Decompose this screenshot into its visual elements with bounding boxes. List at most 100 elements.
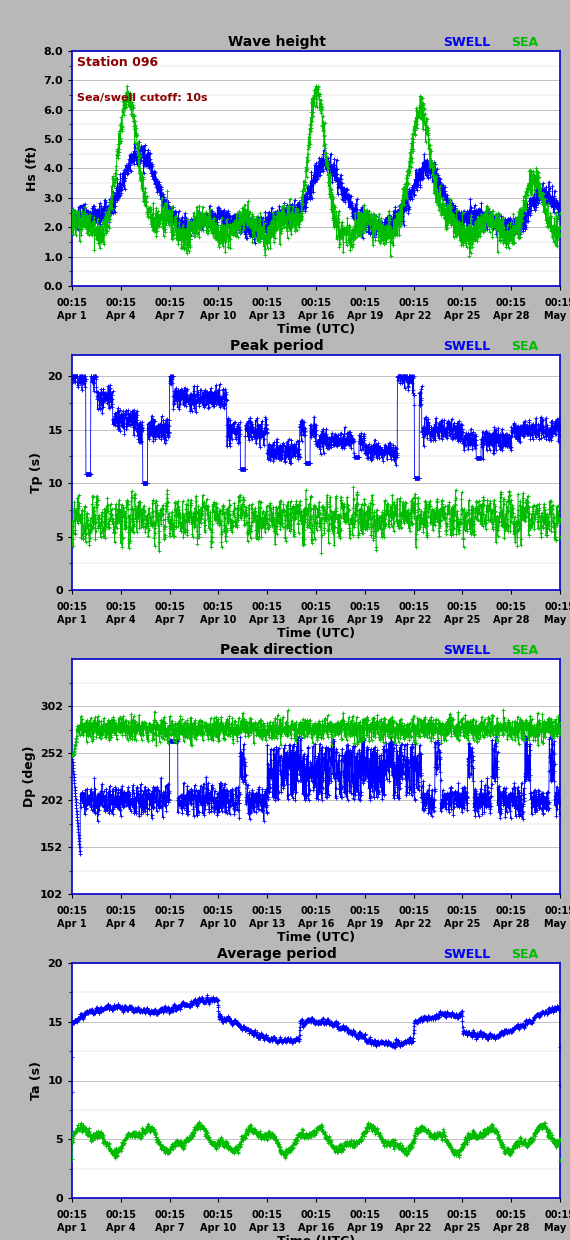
Text: Apr 28: Apr 28: [493, 311, 530, 321]
Y-axis label: Tp (s): Tp (s): [30, 453, 43, 494]
Text: 00:15: 00:15: [544, 905, 570, 916]
Text: 00:15: 00:15: [252, 298, 283, 308]
Text: May 1: May 1: [544, 615, 570, 625]
Text: Apr 13: Apr 13: [249, 1223, 286, 1234]
Text: 00:15: 00:15: [544, 601, 570, 611]
Y-axis label: Hs (ft): Hs (ft): [26, 146, 39, 191]
Text: Apr 16: Apr 16: [298, 311, 334, 321]
Text: Apr 4: Apr 4: [106, 615, 136, 625]
Text: Apr 10: Apr 10: [200, 919, 237, 929]
Text: Apr 19: Apr 19: [347, 311, 383, 321]
Text: 00:15: 00:15: [447, 905, 478, 916]
Text: 00:15: 00:15: [447, 601, 478, 611]
Text: 00:15: 00:15: [56, 298, 88, 308]
Text: 00:15: 00:15: [544, 298, 570, 308]
Text: Apr 13: Apr 13: [249, 311, 286, 321]
Text: 00:15: 00:15: [203, 1210, 234, 1220]
Text: Apr 22: Apr 22: [396, 615, 432, 625]
Text: 00:15: 00:15: [203, 601, 234, 611]
Text: Time (UTC): Time (UTC): [277, 1235, 355, 1240]
Text: Average period: Average period: [217, 947, 337, 961]
Text: 00:15: 00:15: [447, 1210, 478, 1220]
Text: Apr 7: Apr 7: [155, 615, 185, 625]
Text: May 1: May 1: [544, 1223, 570, 1234]
Text: 00:15: 00:15: [398, 298, 429, 308]
Text: 00:15: 00:15: [300, 298, 332, 308]
Text: 00:15: 00:15: [105, 905, 136, 916]
Text: Apr 28: Apr 28: [493, 1223, 530, 1234]
Text: SWELL: SWELL: [443, 644, 490, 657]
Text: SEA: SEA: [511, 340, 538, 352]
Text: Apr 16: Apr 16: [298, 1223, 334, 1234]
Text: 00:15: 00:15: [300, 601, 332, 611]
Text: 00:15: 00:15: [56, 601, 88, 611]
Text: 00:15: 00:15: [496, 298, 527, 308]
Text: 00:15: 00:15: [105, 601, 136, 611]
Text: Apr 7: Apr 7: [155, 919, 185, 929]
Text: 00:15: 00:15: [154, 601, 185, 611]
Text: May 1: May 1: [544, 919, 570, 929]
Text: 00:15: 00:15: [398, 1210, 429, 1220]
Text: 00:15: 00:15: [105, 1210, 136, 1220]
Text: Time (UTC): Time (UTC): [277, 322, 355, 336]
Text: Station 096: Station 096: [77, 56, 158, 68]
Text: Apr 25: Apr 25: [444, 311, 481, 321]
Text: Wave height: Wave height: [228, 35, 326, 50]
Text: Peak period: Peak period: [230, 340, 324, 353]
Text: Peak direction: Peak direction: [221, 644, 333, 657]
Text: Apr 25: Apr 25: [444, 1223, 481, 1234]
Text: Apr 1: Apr 1: [57, 1223, 87, 1234]
Text: Apr 25: Apr 25: [444, 919, 481, 929]
Text: 00:15: 00:15: [203, 905, 234, 916]
Text: May 1: May 1: [544, 311, 570, 321]
Text: 00:15: 00:15: [154, 298, 185, 308]
Text: SEA: SEA: [511, 644, 538, 657]
Text: Apr 22: Apr 22: [396, 919, 432, 929]
Text: Apr 13: Apr 13: [249, 615, 286, 625]
Text: 00:15: 00:15: [154, 1210, 185, 1220]
Text: 00:15: 00:15: [544, 1210, 570, 1220]
Text: Apr 16: Apr 16: [298, 919, 334, 929]
Text: Apr 22: Apr 22: [396, 1223, 432, 1234]
Text: 00:15: 00:15: [300, 905, 332, 916]
Text: 00:15: 00:15: [203, 298, 234, 308]
Text: 00:15: 00:15: [398, 905, 429, 916]
Text: 00:15: 00:15: [349, 298, 380, 308]
Text: Time (UTC): Time (UTC): [277, 627, 355, 640]
Text: 00:15: 00:15: [496, 1210, 527, 1220]
Text: 00:15: 00:15: [56, 1210, 88, 1220]
Text: Apr 4: Apr 4: [106, 1223, 136, 1234]
Text: 00:15: 00:15: [349, 905, 380, 916]
Text: Time (UTC): Time (UTC): [277, 931, 355, 944]
Text: 00:15: 00:15: [349, 601, 380, 611]
Text: Apr 22: Apr 22: [396, 311, 432, 321]
Text: Apr 16: Apr 16: [298, 615, 334, 625]
Text: SWELL: SWELL: [443, 36, 490, 48]
Text: 00:15: 00:15: [252, 905, 283, 916]
Text: SWELL: SWELL: [443, 947, 490, 961]
Text: Apr 13: Apr 13: [249, 919, 286, 929]
Text: 00:15: 00:15: [447, 298, 478, 308]
Text: Apr 19: Apr 19: [347, 1223, 383, 1234]
Text: Apr 10: Apr 10: [200, 1223, 237, 1234]
Text: 00:15: 00:15: [496, 601, 527, 611]
Text: Apr 4: Apr 4: [106, 311, 136, 321]
Text: Apr 10: Apr 10: [200, 615, 237, 625]
Y-axis label: Dp (deg): Dp (deg): [23, 745, 36, 807]
Text: Apr 1: Apr 1: [57, 311, 87, 321]
Text: 00:15: 00:15: [398, 601, 429, 611]
Text: Apr 10: Apr 10: [200, 311, 237, 321]
Text: SWELL: SWELL: [443, 340, 490, 352]
Text: Sea/swell cutoff: 10s: Sea/swell cutoff: 10s: [77, 93, 207, 103]
Text: Apr 4: Apr 4: [106, 919, 136, 929]
Text: 00:15: 00:15: [252, 1210, 283, 1220]
Text: SEA: SEA: [511, 36, 538, 48]
Text: 00:15: 00:15: [349, 1210, 380, 1220]
Text: 00:15: 00:15: [300, 1210, 332, 1220]
Text: Apr 28: Apr 28: [493, 919, 530, 929]
Text: Apr 19: Apr 19: [347, 615, 383, 625]
Text: 00:15: 00:15: [105, 298, 136, 308]
Text: Apr 19: Apr 19: [347, 919, 383, 929]
Text: Apr 1: Apr 1: [57, 615, 87, 625]
Text: SEA: SEA: [511, 947, 538, 961]
